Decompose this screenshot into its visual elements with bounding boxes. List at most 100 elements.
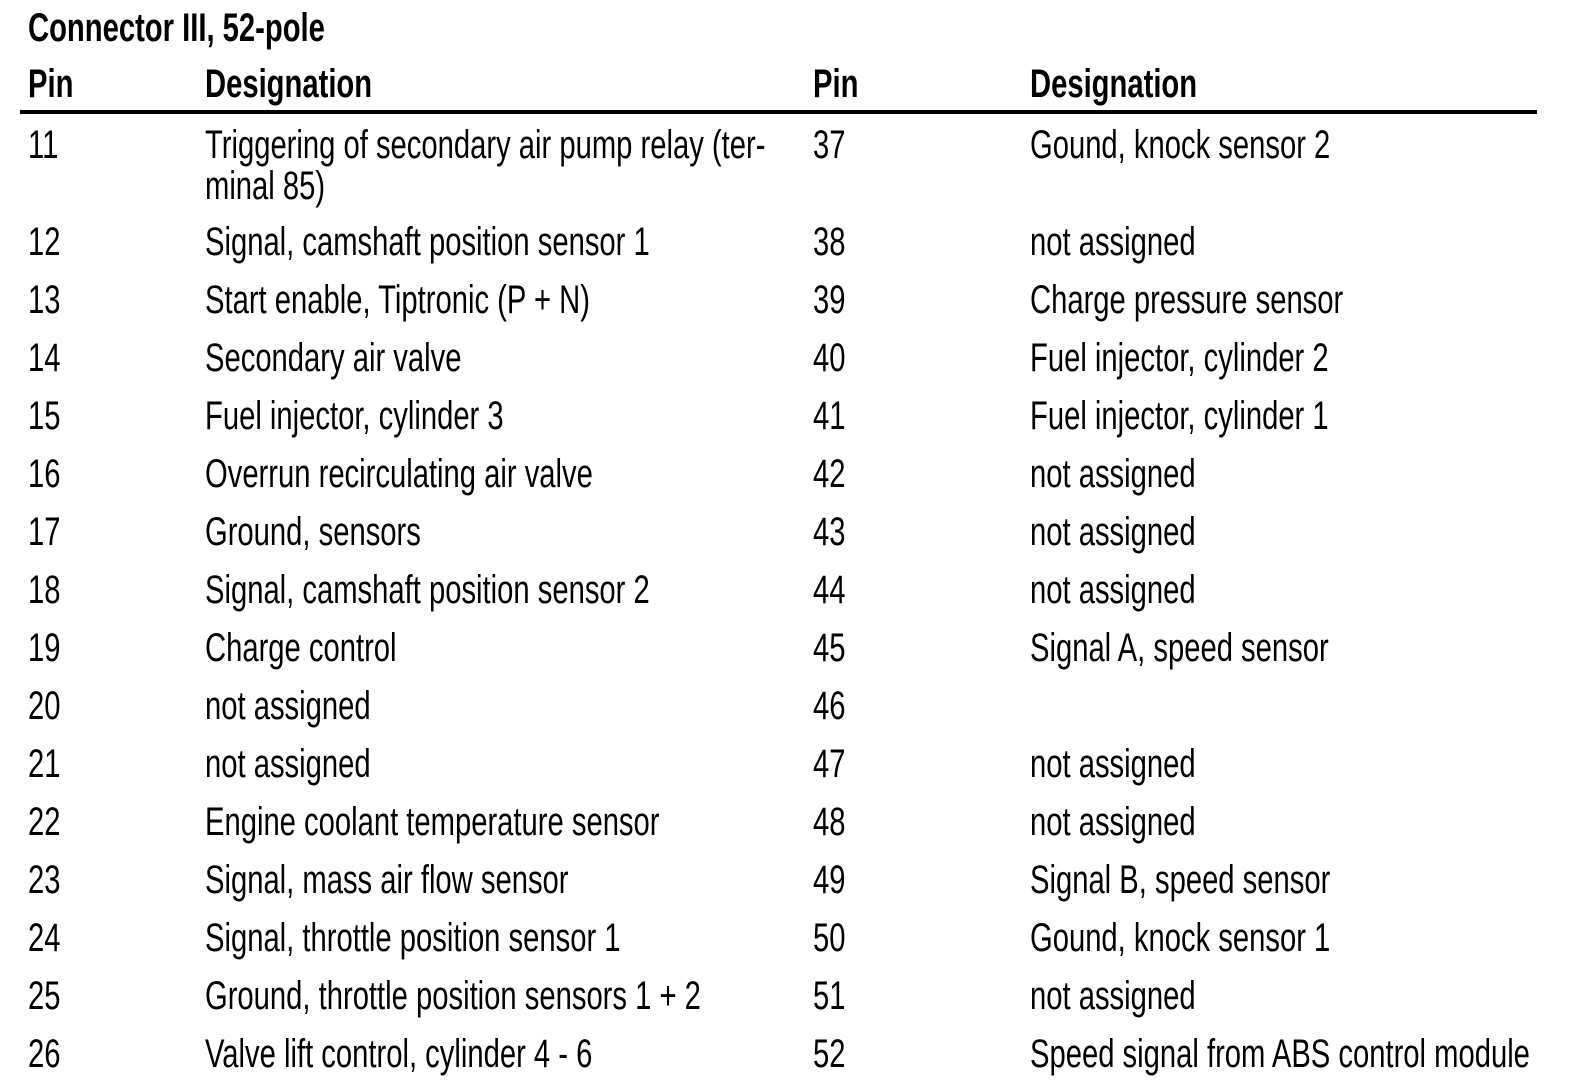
designation-cell: Charge control: [205, 628, 813, 669]
designation-text: Ground, throttle position sensors 1 + 2: [205, 974, 701, 1018]
pin-number: 23: [28, 858, 61, 902]
designation-cell: not assigned: [1030, 802, 1584, 843]
pin-number: 40: [813, 336, 846, 380]
designation-text: not assigned: [1030, 800, 1196, 844]
designation-cell: Engine coolant temperature sensor: [205, 802, 813, 843]
designation-cell: Signal A, speed sensor: [1030, 628, 1584, 669]
pin-cell: 23: [28, 860, 205, 901]
designation-cell: [1030, 686, 1584, 727]
pin-cell: 51: [813, 976, 1030, 1017]
designation-text: Ground, sensors: [205, 510, 421, 554]
pin-cell: 18: [28, 570, 205, 611]
table-row: 22 Engine coolant temperature sensor 48 …: [28, 802, 1584, 843]
designation-cell: Signal, camshaft position sensor 1: [205, 222, 813, 263]
designation-cell: Fuel injector, cylinder 1: [1030, 396, 1584, 437]
pin-cell: 49: [813, 860, 1030, 901]
pin-cell: 19: [28, 628, 205, 669]
table-row: 21 not assigned 47 not assigned: [28, 744, 1584, 785]
table-row: 16 Overrun recirculating air valve 42 no…: [28, 454, 1584, 495]
designation-text: Start enable, Tiptronic (P + N): [205, 278, 590, 322]
pin-number: 44: [813, 568, 846, 612]
pin-number: 37: [813, 123, 846, 167]
designation-header-right: Designation: [1030, 64, 1584, 105]
table-row: 24 Signal, throttle position sensor 1 50…: [28, 918, 1584, 959]
pin-number: 12: [28, 220, 61, 264]
designation-cell: Signal B, speed sensor: [1030, 860, 1584, 901]
pin-cell: 22: [28, 802, 205, 843]
designation-cell: Gound, knock sensor 1: [1030, 918, 1584, 959]
pin-number: 38: [813, 220, 846, 264]
pin-number: 24: [28, 916, 61, 960]
designation-cell: Secondary air valve: [205, 338, 813, 379]
pin-number: 47: [813, 742, 846, 786]
table-body: 11 Triggering of secondary air pump rela…: [28, 125, 1584, 1075]
pin-number: 19: [28, 626, 61, 670]
pin-cell: 40: [813, 338, 1030, 379]
designation-cell: not assigned: [1030, 512, 1584, 553]
pin-number: 50: [813, 916, 846, 960]
table-row: 18 Signal, camshaft position sensor 2 44…: [28, 570, 1584, 611]
pin-number: 21: [28, 742, 61, 786]
designation-cell: Signal, mass air flow sensor: [205, 860, 813, 901]
designation-text: Overrun recirculating air valve: [205, 452, 593, 496]
designation-cell: Signal, throttle position sensor 1: [205, 918, 813, 959]
designation-cell: Charge pressure sensor: [1030, 280, 1584, 321]
designation-cell: not assigned: [1030, 570, 1584, 611]
designation-cell: not assigned: [1030, 744, 1584, 785]
pin-cell: 20: [28, 686, 205, 727]
table-row: 17 Ground, sensors 43 not assigned: [28, 512, 1584, 553]
table-row: 15 Fuel injector, cylinder 3 41 Fuel inj…: [28, 396, 1584, 437]
pin-number: 46: [813, 684, 846, 728]
designation-text: Charge pressure sensor: [1030, 278, 1344, 322]
pin-number: 14: [28, 336, 61, 380]
designation-text: Signal B, speed sensor: [1030, 858, 1331, 902]
page-title: Connector III, 52-pole: [28, 6, 1584, 50]
table-row: 14 Secondary air valve 40 Fuel injector,…: [28, 338, 1584, 379]
designation-text: Gound, knock sensor 2: [1030, 123, 1331, 167]
designation-text: Engine coolant temperature sensor: [205, 800, 660, 844]
pin-cell: 21: [28, 744, 205, 785]
designation-cell: Overrun recirculating air valve: [205, 454, 813, 495]
designation-text: Signal, mass air flow sensor: [205, 858, 569, 902]
pin-number: 13: [28, 278, 61, 322]
designation-text: not assigned: [205, 684, 371, 728]
designation-text: Fuel injector, cylinder 3: [205, 394, 504, 438]
pin-cell: 42: [813, 454, 1030, 495]
designation-text: Signal, camshaft position sensor 1: [205, 220, 650, 264]
pin-cell: 39: [813, 280, 1030, 321]
pin-header-left: Pin: [28, 64, 205, 105]
pin-header-right: Pin: [813, 64, 1030, 105]
designation-text: Speed signal from ABS control module: [1030, 1032, 1530, 1076]
designation-text: Charge control: [205, 626, 397, 670]
designation-cell: Fuel injector, cylinder 2: [1030, 338, 1584, 379]
pin-cell: 17: [28, 512, 205, 553]
pin-cell: 38: [813, 222, 1030, 263]
designation-text: not assigned: [1030, 452, 1196, 496]
pin-number: 41: [813, 394, 846, 438]
pin-number: 43: [813, 510, 846, 554]
pin-cell: 12: [28, 222, 205, 263]
pin-cell: 13: [28, 280, 205, 321]
pin-cell: 47: [813, 744, 1030, 785]
designation-cell: Gound, knock sensor 2: [1030, 125, 1584, 166]
designation-header-left: Designation: [205, 64, 813, 105]
designation-cell: Triggering of secondary air pump relay (…: [205, 125, 813, 207]
pin-cell: 15: [28, 396, 205, 437]
pin-cell: 26: [28, 1034, 205, 1075]
designation-text: not assigned: [1030, 568, 1196, 612]
pin-number: 22: [28, 800, 61, 844]
pin-number: 17: [28, 510, 61, 554]
pin-number: 18: [28, 568, 61, 612]
designation-cell: Fuel injector, cylinder 3: [205, 396, 813, 437]
pin-cell: 14: [28, 338, 205, 379]
pin-number: 26: [28, 1032, 61, 1076]
table-row: 20 not assigned 46: [28, 686, 1584, 727]
designation-cell: not assigned: [1030, 454, 1584, 495]
designation-text: Fuel injector, cylinder 1: [1030, 394, 1329, 438]
pin-number: 49: [813, 858, 846, 902]
pin-number: 39: [813, 278, 846, 322]
table-row: 23 Signal, mass air flow sensor 49 Signa…: [28, 860, 1584, 901]
header-rule: [20, 110, 1537, 114]
designation-cell: Speed signal from ABS control module: [1030, 1034, 1584, 1075]
